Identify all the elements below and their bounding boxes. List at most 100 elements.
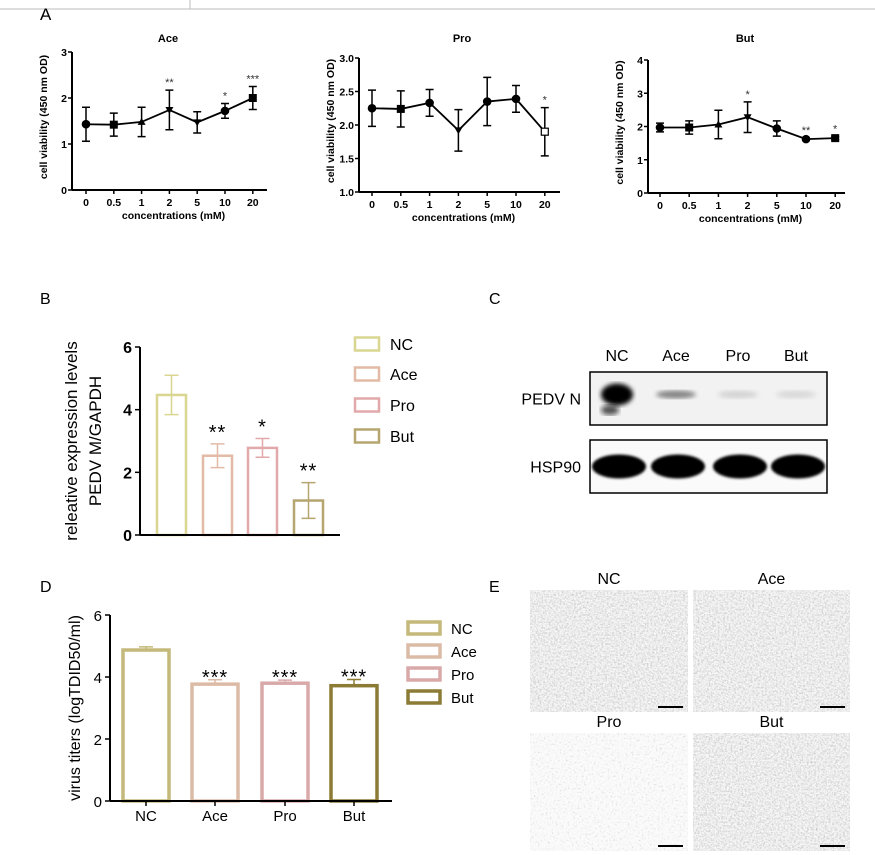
significance-label: ***: [202, 667, 228, 689]
x-tick-label: 10: [800, 200, 812, 212]
micrograph-label: But: [759, 714, 784, 731]
x-tick-label: Pro: [273, 808, 296, 825]
significance-label: **: [165, 77, 174, 89]
x-tick-label: 5: [484, 199, 490, 211]
panel-label-c: C: [489, 291, 501, 308]
y-axis-label: virus titers (logTDID50/ml): [67, 615, 84, 801]
x-tick-label: 2: [455, 199, 461, 211]
data-point: [454, 127, 463, 135]
chart-title: Pro: [453, 33, 472, 45]
x-axis-label: concentrations (mM): [412, 212, 515, 224]
data-point: [193, 119, 202, 127]
y-tick-label: 2.5: [339, 87, 354, 99]
y-axis-label: cell viability (450 nm OD): [38, 55, 50, 179]
y-tick-label: 1: [637, 155, 643, 167]
blot-frame: [589, 371, 828, 426]
error-bar: [210, 443, 225, 469]
bar-ace: [201, 454, 234, 537]
data-point: [248, 94, 257, 102]
significance-label: *: [833, 123, 838, 135]
data-point: [540, 127, 549, 136]
significance-label: ***: [272, 667, 298, 689]
x-tick-label: 20: [539, 199, 551, 211]
legend-label: Pro: [451, 667, 474, 684]
error-bar: [278, 679, 292, 684]
data-point: [367, 103, 377, 113]
protein-band: [771, 454, 825, 479]
micrograph-label: Ace: [758, 571, 786, 588]
y-tick-label: 4: [94, 670, 102, 687]
x-tick-label: 2: [166, 197, 172, 209]
y-tick-label: 4: [637, 55, 643, 67]
legend-swatch: [406, 689, 442, 705]
error-bar: [139, 646, 153, 651]
protein-band: [718, 390, 758, 399]
row-label: HSP90: [530, 460, 581, 477]
western-blot: NC Ace Pro But PEDV N HSP90: [521, 348, 828, 494]
y-tick-label: 4: [123, 403, 132, 420]
legend-label: Ace: [451, 644, 477, 661]
data-point: [685, 123, 694, 132]
error-bar: [255, 437, 270, 459]
protein-band: [601, 383, 633, 406]
lane-label: Ace: [662, 348, 690, 365]
lane-label: Pro: [726, 348, 751, 365]
data-point: [714, 120, 723, 128]
legend-label: But: [390, 429, 415, 446]
y-tick-label: 2: [61, 93, 67, 105]
lane-label: NC: [605, 348, 628, 365]
x-tick-label: 0: [657, 200, 663, 212]
data-point: [801, 134, 811, 144]
x-tick-label: Ace: [202, 808, 228, 825]
data-point: [425, 98, 434, 108]
x-tick-label: 0.5: [106, 197, 121, 209]
micrograph-label: NC: [597, 571, 620, 588]
panel-label-a: A: [40, 5, 52, 24]
y-tick-label: 2: [123, 465, 132, 482]
significance-label: ***: [246, 74, 260, 86]
legend-swatch: [406, 666, 442, 682]
error-bar: [347, 678, 361, 686]
chart-title: Ace: [158, 33, 178, 45]
significance-label: **: [802, 125, 811, 137]
x-tick-label: 1: [139, 197, 145, 209]
x-axis-label: concentrations (mM): [699, 213, 802, 225]
row-label: PEDV N: [521, 392, 581, 409]
data-point: [81, 119, 91, 129]
y-tick-label: 0: [123, 528, 132, 545]
legend-swatch: [353, 397, 381, 413]
y-tick-label: 2.0: [339, 120, 354, 132]
lane-label: But: [784, 348, 809, 365]
legend-label: Pro: [390, 398, 415, 415]
protein-band: [713, 454, 767, 479]
y-tick-label: 0: [61, 185, 67, 197]
legend-label: But: [451, 690, 474, 707]
data-point: [655, 123, 665, 132]
x-tick-label: 5: [194, 197, 200, 209]
bar-nc: [155, 393, 188, 537]
y-tick-label: 1.0: [339, 187, 354, 199]
bar-pro: [246, 446, 279, 537]
y-tick-label: 2: [94, 732, 102, 749]
bar-but: [329, 683, 379, 803]
legend-swatch: [406, 620, 442, 636]
data-point: [743, 114, 752, 122]
x-tick-label: NC: [135, 808, 157, 825]
x-tick-label: 1: [427, 199, 433, 211]
significance-label: *: [543, 95, 548, 107]
y-axis-label: releative expression levels: [62, 341, 81, 540]
y-axis-label: cell viability (450 nm OD): [325, 59, 337, 183]
y-tick-label: 2: [637, 122, 643, 134]
legend-swatch: [406, 643, 442, 659]
legend-swatch: [353, 336, 381, 352]
y-axis-label: PEDV M/GAPDH: [86, 376, 105, 506]
protein-band: [656, 390, 696, 399]
data-point: [165, 106, 174, 114]
x-tick-label: 1: [715, 200, 721, 212]
x-tick-label: 2: [745, 200, 751, 212]
data-point: [772, 124, 782, 133]
data-point: [511, 94, 521, 104]
legend-label: Ace: [390, 367, 418, 384]
data-point: [109, 120, 118, 129]
